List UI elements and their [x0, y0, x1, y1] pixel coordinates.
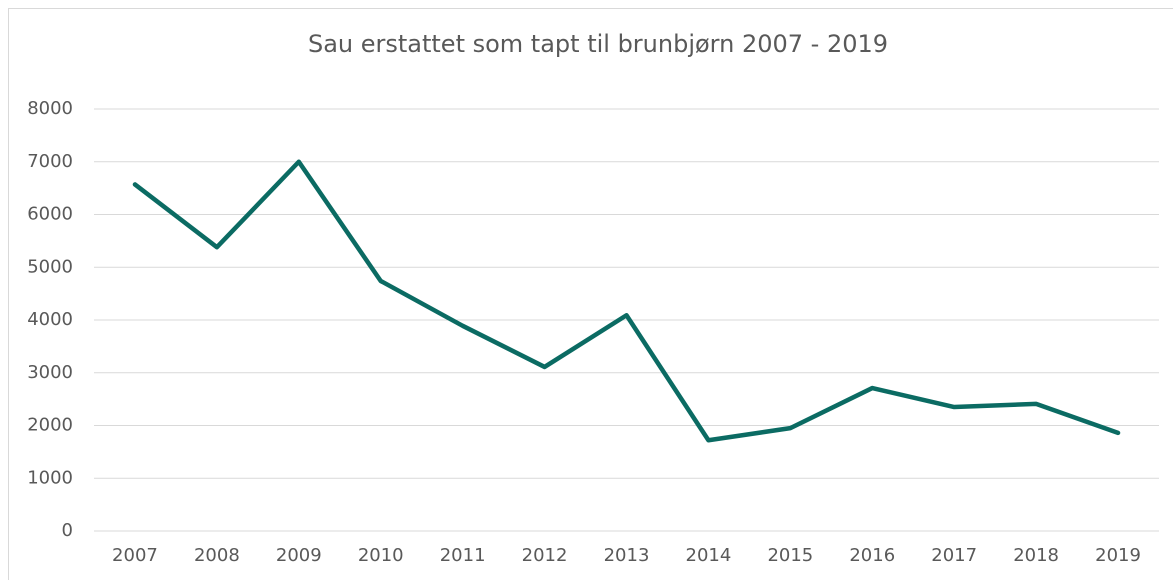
y-tick-label: 2000: [27, 415, 73, 436]
x-tick-label: 2016: [849, 545, 895, 566]
y-tick-label: 1000: [27, 467, 73, 488]
y-tick-label: 8000: [27, 98, 73, 119]
x-tick-label: 2012: [522, 545, 568, 566]
chart-title: Sau erstattet som tapt til brunbjørn 200…: [308, 30, 888, 58]
y-tick-label: 0: [62, 520, 73, 541]
chart-frame: [8, 8, 1173, 580]
y-tick-label: 4000: [27, 309, 73, 330]
x-tick-label: 2008: [194, 545, 240, 566]
x-tick-label: 2009: [276, 545, 322, 566]
x-tick-label: 2019: [1095, 545, 1141, 566]
x-tick-label: 2010: [358, 545, 404, 566]
y-tick-label: 7000: [27, 151, 73, 172]
x-tick-label: 2017: [931, 545, 977, 566]
y-tick-label: 5000: [27, 256, 73, 277]
x-tick-label: 2013: [604, 545, 650, 566]
x-tick-label: 2014: [686, 545, 732, 566]
x-tick-label: 2015: [767, 545, 813, 566]
y-tick-label: 6000: [27, 204, 73, 225]
data-line: [132, 159, 1121, 443]
x-tick-label: 2007: [112, 545, 158, 566]
x-tick-label: 2018: [1013, 545, 1059, 566]
x-tick-label: 2011: [440, 545, 486, 566]
y-tick-label: 3000: [27, 362, 73, 383]
